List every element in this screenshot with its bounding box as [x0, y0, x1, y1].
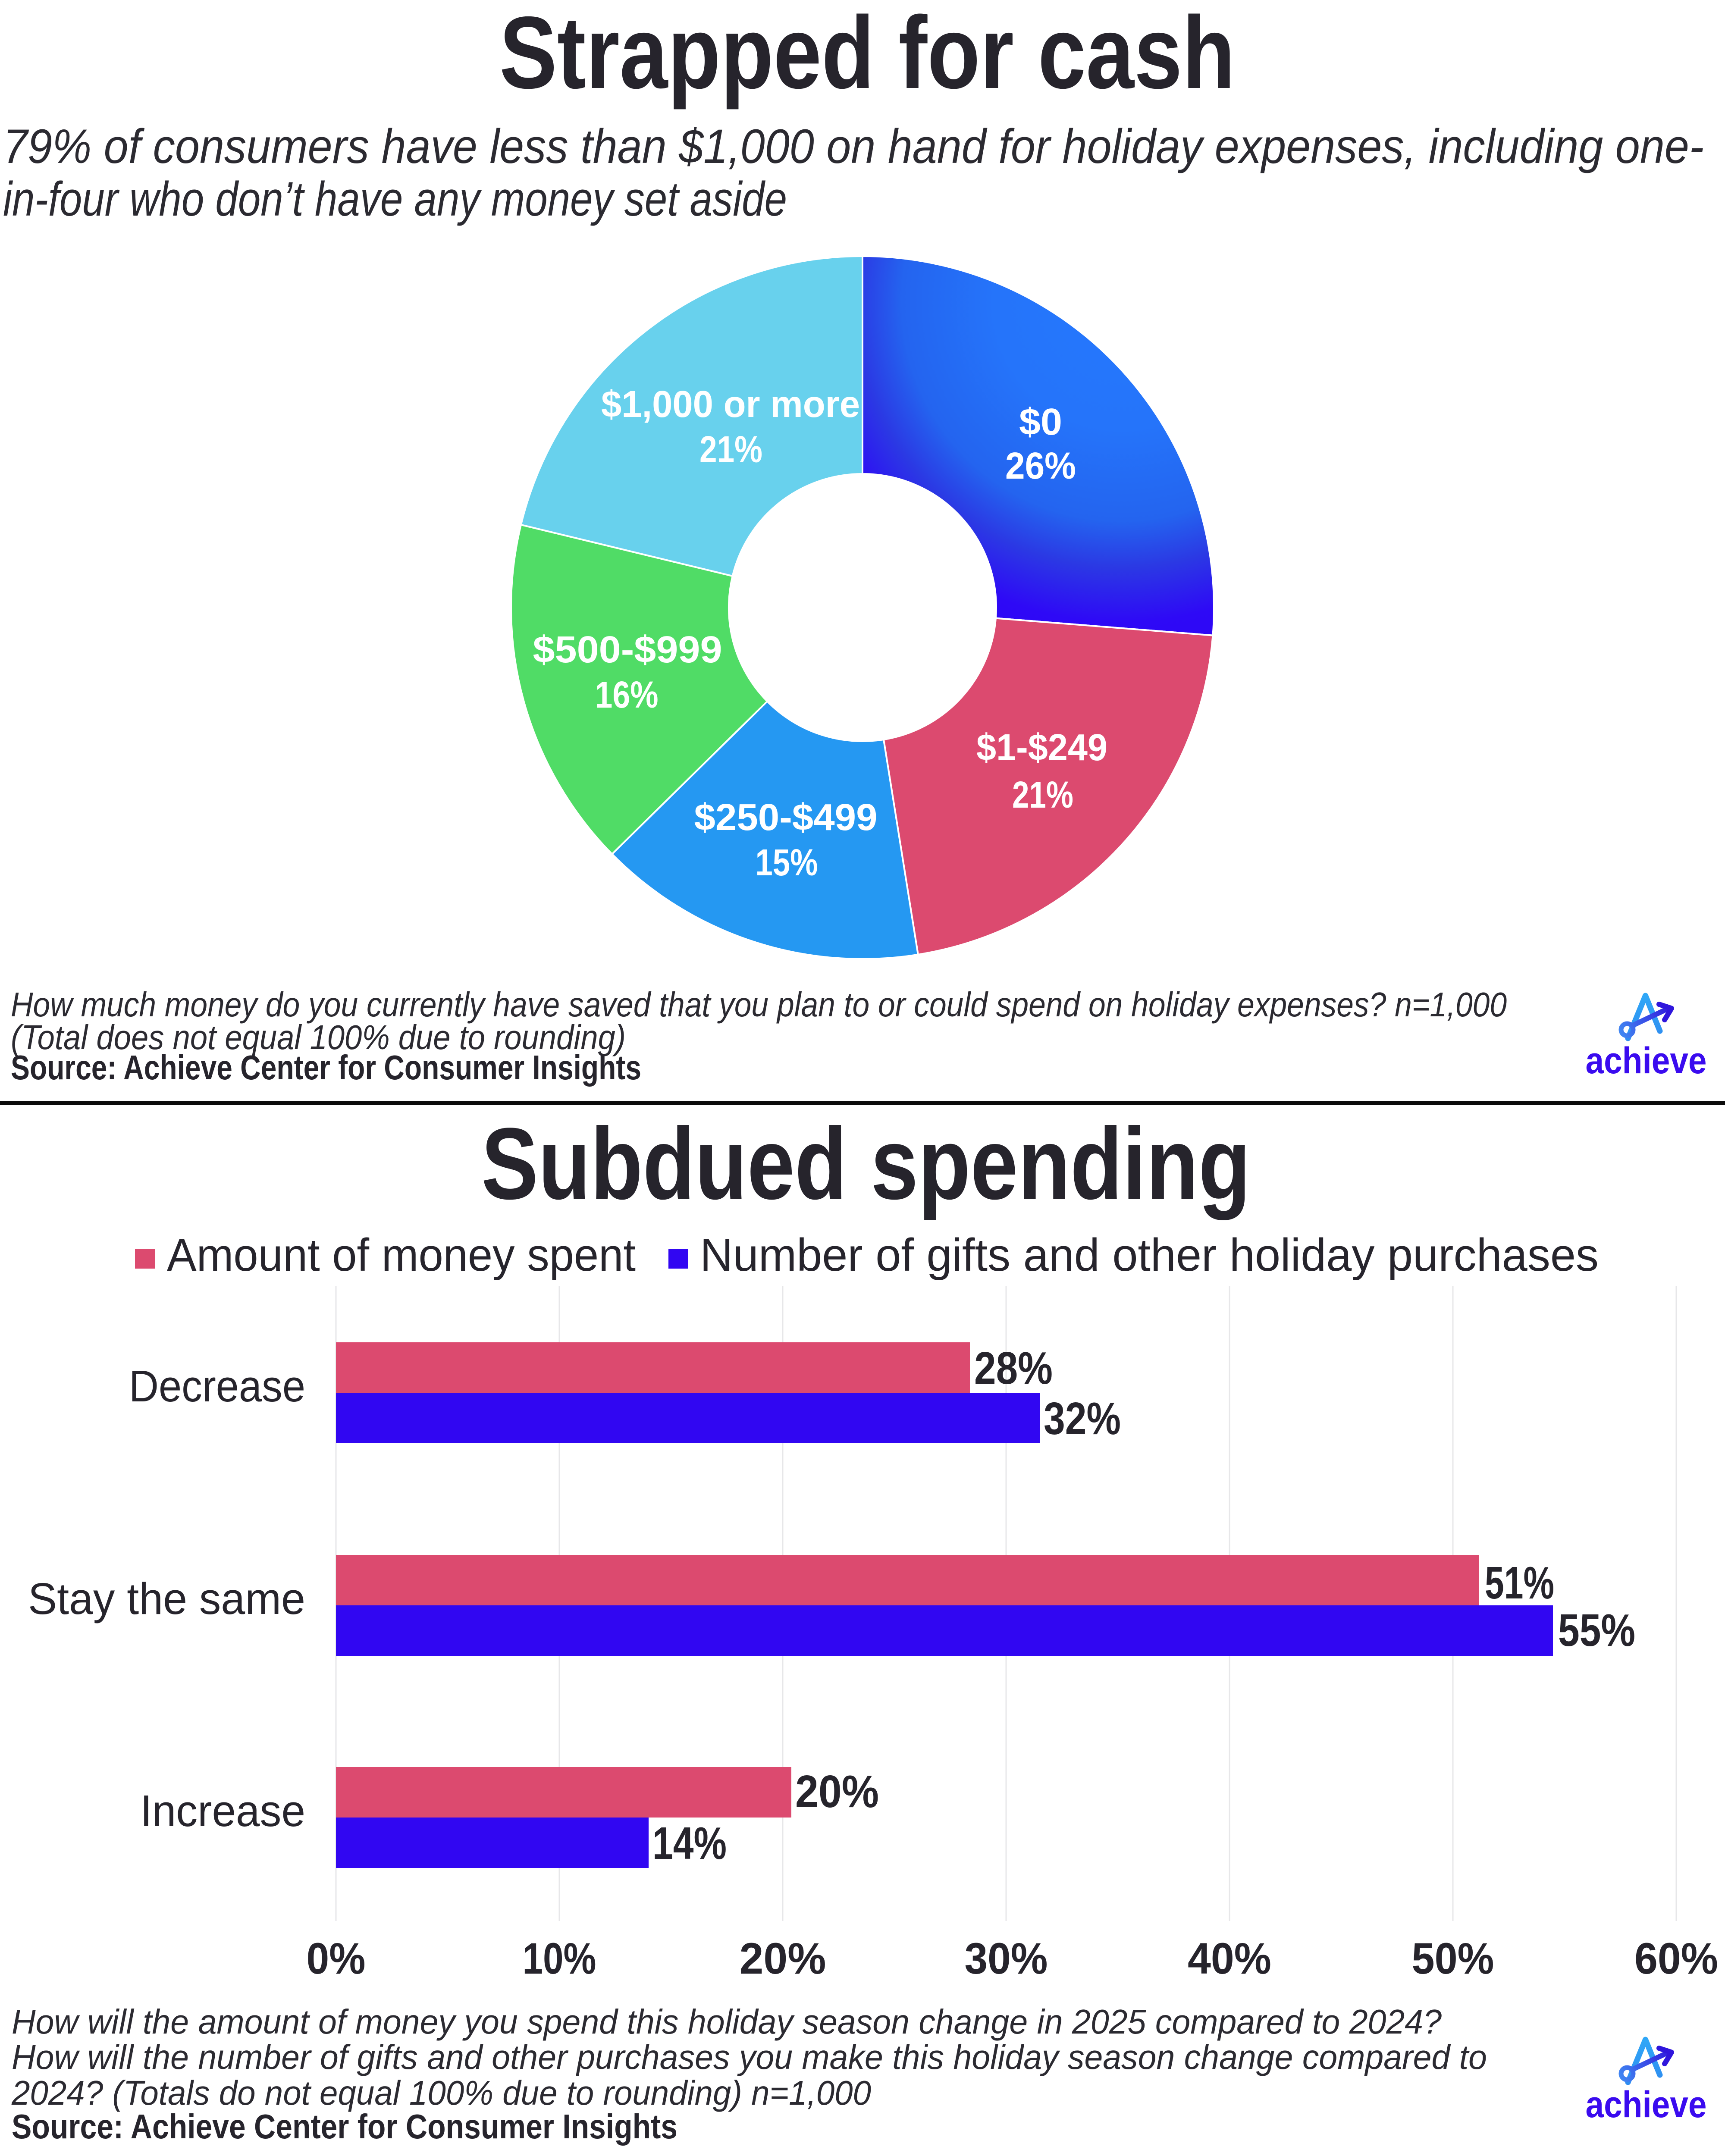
svg-text:$250-$499: $250-$499: [694, 796, 878, 838]
svg-text:0%: 0%: [307, 1934, 366, 1983]
svg-text:50%: 50%: [1412, 1934, 1494, 1983]
svg-text:How will the number of gifts a: How will the number of gifts and other p…: [12, 2038, 1487, 2076]
svg-text:26%: 26%: [1005, 445, 1076, 487]
svg-text:(Total does not equal 100% due: (Total does not equal 100% due to roundi…: [11, 1018, 626, 1056]
svg-text:16%: 16%: [595, 674, 659, 716]
svg-text:10%: 10%: [523, 1934, 596, 1983]
svg-text:How will the amount of money y: How will the amount of money you spend t…: [12, 2002, 1442, 2041]
svg-text:How much money do you currentl: How much money do you currently have sav…: [11, 985, 1507, 1024]
svg-text:79% of consumers have less tha: 79% of consumers have less than $1,000 o…: [3, 119, 1704, 173]
svg-text:$500-$999: $500-$999: [533, 629, 722, 671]
svg-text:51%: 51%: [1485, 1557, 1554, 1608]
svg-text:20%: 20%: [740, 1934, 826, 1983]
svg-text:Increase: Increase: [140, 1786, 305, 1836]
svg-text:32%: 32%: [1044, 1393, 1121, 1444]
svg-text:Decrease: Decrease: [129, 1361, 305, 1411]
svg-text:Subdued spending: Subdued spending: [481, 1107, 1251, 1221]
svg-text:$1,000 or more: $1,000 or more: [601, 383, 860, 425]
svg-text:Stay the same: Stay the same: [28, 1574, 305, 1623]
svg-text:28%: 28%: [974, 1343, 1053, 1394]
svg-text:20%: 20%: [795, 1766, 879, 1817]
svg-text:40%: 40%: [1188, 1934, 1271, 1983]
svg-text:in-four who don’t have any mon: in-four who don’t have any money set asi…: [3, 172, 787, 226]
svg-text:$0: $0: [1019, 401, 1062, 443]
svg-text:60%: 60%: [1634, 1934, 1718, 1983]
svg-text:55%: 55%: [1558, 1605, 1635, 1656]
svg-text:30%: 30%: [965, 1934, 1048, 1983]
svg-text:Strapped for cash: Strapped for cash: [499, 0, 1235, 110]
svg-text:Source: Achieve Center for Con: Source: Achieve Center for Consumer Insi…: [11, 1048, 641, 1087]
svg-text:21%: 21%: [1012, 774, 1073, 816]
svg-text:Amount of money spent: Amount of money spent: [167, 1229, 636, 1281]
svg-text:2024? (Totals do not equal 100: 2024? (Totals do not equal 100% due to r…: [11, 2074, 871, 2112]
svg-text:Source: Achieve Center for Con: Source: Achieve Center for Consumer Insi…: [12, 2107, 677, 2146]
svg-text:$1-$249: $1-$249: [976, 727, 1107, 768]
svg-text:Number of gifts and other holi: Number of gifts and other holiday purcha…: [700, 1229, 1599, 1281]
svg-text:15%: 15%: [756, 842, 818, 884]
svg-text:21%: 21%: [699, 429, 762, 470]
svg-text:14%: 14%: [652, 1818, 727, 1869]
